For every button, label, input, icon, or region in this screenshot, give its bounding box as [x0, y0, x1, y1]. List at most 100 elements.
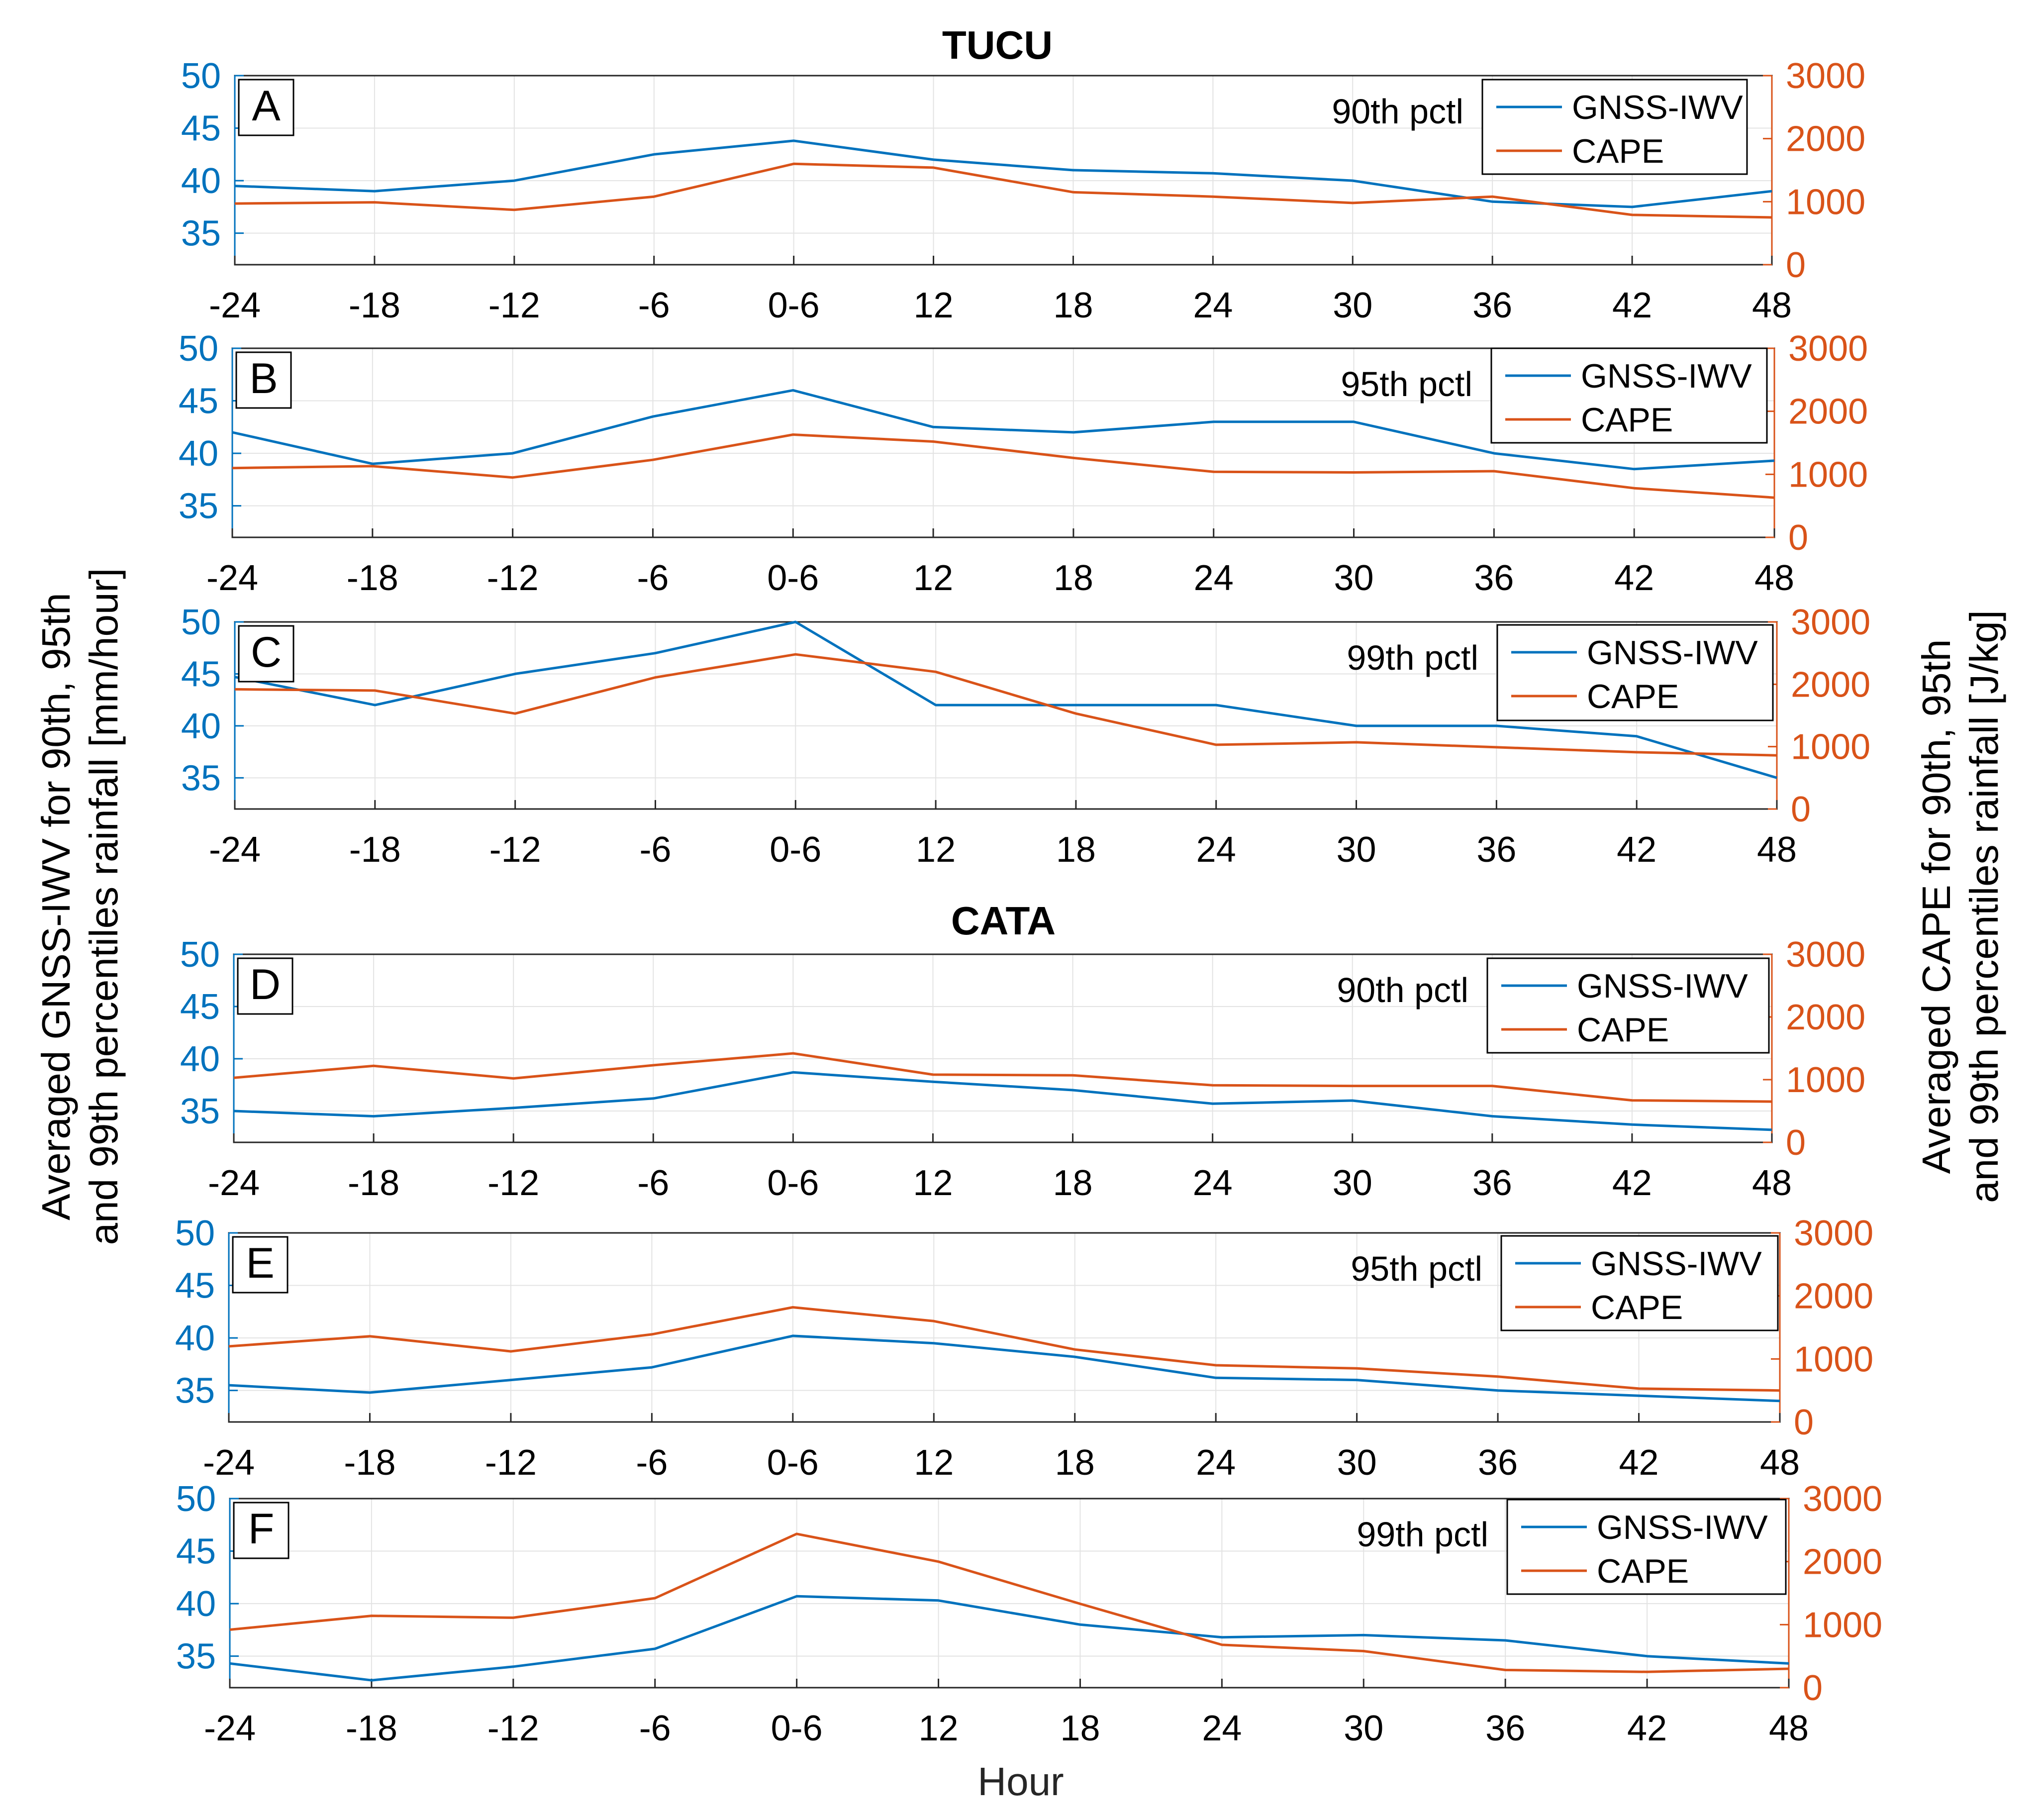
right-tick-label: 0	[1786, 245, 1806, 285]
right-tick-label: 3000	[1788, 329, 1868, 369]
x-tick-label: -24	[204, 1709, 256, 1748]
x-tick-label: 36	[1476, 830, 1516, 870]
series-line-cape	[229, 1532, 1789, 1673]
left-tick-label: 35	[181, 758, 221, 798]
left-tick-label: 50	[179, 329, 218, 369]
x-tick-label: -6	[639, 830, 671, 870]
x-tick-label: 36	[1472, 1163, 1512, 1203]
legend-box	[1500, 1235, 1779, 1331]
x-tick-label: 0-6	[767, 1443, 819, 1483]
left-tick-label: 40	[175, 1318, 215, 1358]
x-tick-label: 48	[1752, 1163, 1792, 1203]
right-tick-label: 2000	[1786, 119, 1865, 159]
x-tick-label: 12	[918, 1709, 958, 1748]
x-tick-label: -18	[344, 1443, 395, 1483]
x-tick-label: 30	[1333, 1163, 1372, 1203]
legend: GNSS-IWV CAPE	[1481, 79, 1748, 175]
x-tick-label: -24	[208, 1163, 260, 1203]
x-tick-label: 12	[913, 286, 953, 325]
x-tick-label: 24	[1194, 558, 1234, 598]
x-tick-label: 24	[1202, 1709, 1242, 1748]
left-tick-label: 40	[176, 1584, 216, 1624]
x-tick-label: 18	[1055, 1443, 1095, 1483]
right-tick-label: 0	[1788, 518, 1808, 558]
x-tick-label: 30	[1344, 1709, 1383, 1748]
x-tick-label: 24	[1193, 1163, 1233, 1203]
panel-letter-box	[232, 1236, 289, 1294]
left-tick-label: 50	[176, 1479, 216, 1519]
panel-b: -24 -18 -12 -6 0-6 12 18 24 30 36 42 48 35 40 45 50 0 100…	[179, 329, 1868, 598]
y-left-label-line1: Averaged GNSS-IWV for 90th, 95th	[34, 593, 78, 1220]
legend-box	[1486, 957, 1770, 1054]
left-tick-label: 35	[176, 1637, 216, 1677]
x-tick-label: 24	[1196, 1443, 1236, 1483]
x-tick-label: 18	[1060, 1709, 1100, 1748]
panel-letter: D	[250, 961, 281, 1009]
x-axis-label: Hour	[977, 1759, 1064, 1804]
x-tick-label: 18	[1056, 830, 1096, 870]
legend-label: CAPE	[1591, 1289, 1683, 1326]
legend-label: GNSS-IWV	[1587, 634, 1758, 672]
x-tick-label: 12	[916, 830, 956, 870]
x-tick-label: 42	[1627, 1709, 1667, 1748]
right-tick-label: 1000	[1791, 727, 1870, 767]
right-tick-label: 2000	[1788, 392, 1868, 432]
panel-letter-box	[238, 79, 294, 136]
series-line-cape	[232, 433, 1775, 499]
x-tick-label: -18	[349, 830, 401, 870]
x-tick-label: -12	[487, 1709, 539, 1748]
x-tick-label: -12	[487, 1163, 539, 1203]
legend: GNSS-IWV CAPE	[1500, 1235, 1779, 1331]
percentile-label: 95th pctl	[1341, 365, 1472, 404]
left-tick-label: 45	[180, 987, 220, 1027]
panel-letter: C	[251, 628, 282, 676]
panel-letter-box	[237, 957, 293, 1015]
right-tick-label: 0	[1791, 790, 1811, 829]
x-tick-label: -24	[209, 830, 261, 870]
legend: GNSS-IWV CAPE	[1490, 347, 1768, 444]
series-line-gnss-iwv	[234, 620, 1777, 779]
x-tick-label: -18	[349, 286, 400, 325]
legend-box	[1496, 624, 1774, 721]
x-tick-label: 24	[1193, 286, 1233, 325]
legend: GNSS-IWV CAPE	[1486, 957, 1770, 1054]
panel-letter: E	[246, 1239, 274, 1287]
x-tick-label: -18	[347, 558, 398, 598]
legend-box	[1481, 79, 1748, 175]
x-tick-label: 42	[1612, 1163, 1652, 1203]
series-line-gnss-iwv	[234, 139, 1772, 208]
series-line-gnss-iwv	[233, 1071, 1772, 1131]
legend-label: GNSS-IWV	[1591, 1245, 1762, 1283]
left-tick-label: 40	[180, 1039, 220, 1079]
series-line-gnss-iwv	[229, 1595, 1789, 1682]
x-tick-label: 36	[1485, 1709, 1525, 1748]
panel-letter: B	[249, 355, 278, 403]
panel-letter: F	[248, 1505, 275, 1553]
right-tick-label: 1000	[1786, 1060, 1865, 1100]
right-tick-label: 1000	[1794, 1339, 1873, 1379]
x-tick-label: -24	[206, 558, 258, 598]
percentile-label: 99th pctl	[1357, 1515, 1488, 1554]
legend-box	[1506, 1499, 1787, 1595]
percentile-label: 95th pctl	[1351, 1249, 1482, 1288]
legend-label: GNSS-IWV	[1577, 967, 1748, 1005]
series-line-gnss-iwv	[232, 389, 1775, 471]
left-tick-label: 50	[181, 603, 221, 642]
right-tick-label: 1000	[1803, 1605, 1882, 1645]
x-tick-label: 12	[914, 1443, 954, 1483]
legend-label: GNSS-IWV	[1572, 89, 1743, 126]
x-tick-label: 42	[1614, 558, 1654, 598]
right-tick-label: 0	[1786, 1123, 1806, 1163]
right-tick-label: 3000	[1794, 1213, 1873, 1253]
x-tick-label: 42	[1617, 830, 1656, 870]
x-tick-label: 0-6	[771, 1709, 823, 1748]
x-tick-label: -18	[348, 1163, 399, 1203]
panel-letter-box	[233, 1502, 290, 1559]
right-tick-label: 2000	[1794, 1277, 1873, 1316]
x-tick-label: 30	[1337, 1443, 1377, 1483]
x-tick-label: 12	[913, 1163, 953, 1203]
right-tick-label: 2000	[1791, 665, 1870, 705]
right-tick-label: 3000	[1791, 603, 1870, 642]
percentile-label: 99th pctl	[1347, 638, 1478, 677]
